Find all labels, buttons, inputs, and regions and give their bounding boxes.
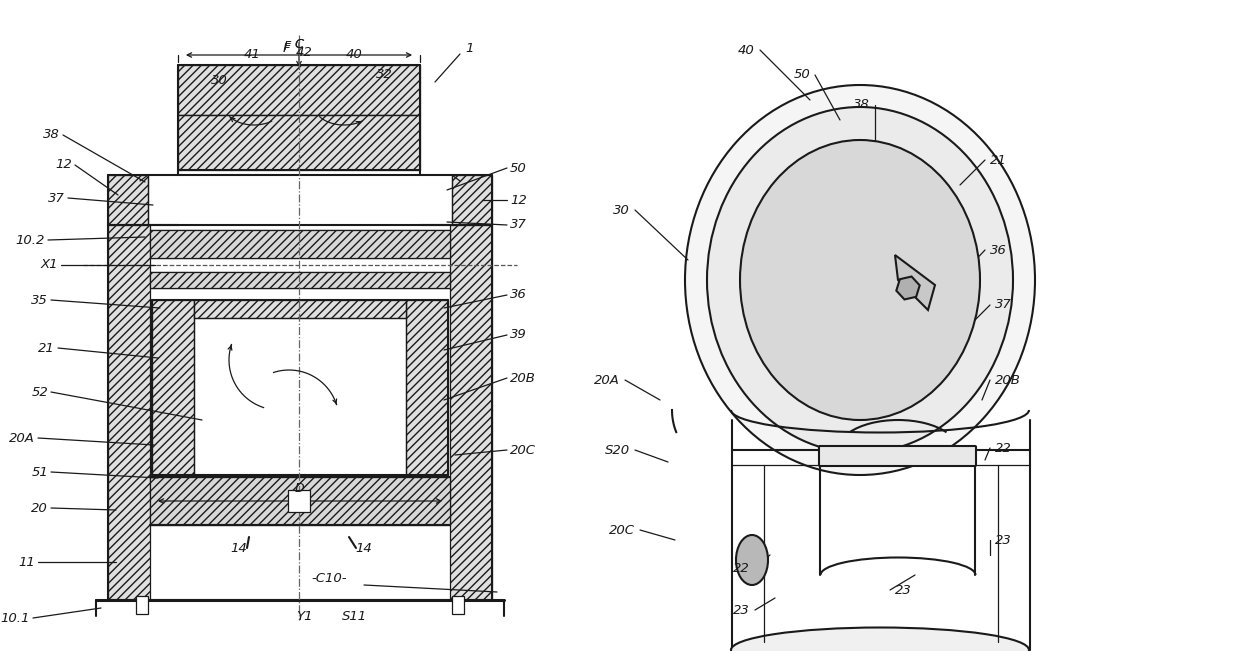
- Ellipse shape: [737, 535, 768, 585]
- Text: C: C: [295, 38, 304, 51]
- Text: 22: 22: [994, 441, 1012, 454]
- Bar: [179, 115, 420, 170]
- Bar: [153, 300, 193, 475]
- Text: 23: 23: [895, 583, 911, 596]
- Text: 22: 22: [733, 562, 750, 574]
- Ellipse shape: [732, 628, 1029, 651]
- Text: S11: S11: [341, 611, 367, 624]
- Text: 10.2: 10.2: [16, 234, 45, 247]
- Text: 39: 39: [510, 329, 527, 342]
- Text: 36: 36: [510, 288, 527, 301]
- Bar: [405, 300, 448, 475]
- Text: 37: 37: [994, 299, 1012, 311]
- Text: S20: S20: [605, 443, 630, 456]
- Text: 20B: 20B: [994, 374, 1021, 387]
- Text: 51: 51: [31, 465, 48, 478]
- Text: 35: 35: [31, 294, 48, 307]
- Bar: [453, 175, 492, 225]
- Bar: [453, 596, 464, 614]
- Bar: [136, 596, 148, 614]
- Text: 23: 23: [733, 603, 750, 616]
- Text: D: D: [294, 482, 304, 495]
- Text: 11: 11: [19, 555, 35, 568]
- Text: 1: 1: [466, 42, 474, 55]
- Text: X1: X1: [41, 258, 58, 271]
- Bar: [150, 477, 450, 525]
- Text: 21: 21: [38, 342, 55, 355]
- Text: 37: 37: [510, 219, 527, 232]
- Bar: [108, 175, 148, 225]
- Text: 42: 42: [295, 46, 312, 59]
- Text: -C10-: -C10-: [311, 572, 347, 585]
- Text: 20B: 20B: [510, 372, 536, 385]
- Text: 30: 30: [614, 204, 630, 217]
- Text: 30: 30: [211, 74, 227, 87]
- Text: 41: 41: [243, 49, 260, 61]
- Ellipse shape: [740, 140, 980, 420]
- Bar: [150, 272, 450, 288]
- Bar: [450, 225, 492, 600]
- Text: 38: 38: [853, 98, 870, 111]
- Bar: [179, 65, 420, 115]
- Bar: [150, 230, 450, 258]
- Text: 20: 20: [31, 501, 48, 514]
- Text: 20C: 20C: [609, 523, 635, 536]
- Text: 10.1: 10.1: [1, 611, 30, 624]
- Bar: [193, 300, 405, 318]
- Text: 32: 32: [376, 68, 392, 81]
- Text: Y1: Y1: [296, 611, 312, 624]
- Text: 52: 52: [31, 385, 48, 398]
- Text: F: F: [284, 40, 290, 53]
- Ellipse shape: [684, 85, 1035, 475]
- FancyBboxPatch shape: [818, 446, 976, 466]
- Text: 20C: 20C: [510, 443, 536, 456]
- Text: F: F: [283, 42, 290, 55]
- Text: C: C: [294, 38, 304, 51]
- Text: 14: 14: [231, 542, 247, 555]
- Text: 14: 14: [356, 542, 372, 555]
- Bar: [288, 490, 310, 512]
- Text: 37: 37: [48, 191, 64, 204]
- Text: 38: 38: [43, 128, 60, 141]
- Text: 50: 50: [510, 161, 527, 174]
- Text: 50: 50: [794, 68, 810, 81]
- Bar: [108, 225, 150, 600]
- Text: 21: 21: [990, 154, 1007, 167]
- Text: 36: 36: [990, 243, 1007, 256]
- Text: 23: 23: [994, 534, 1012, 546]
- Text: 12: 12: [56, 158, 72, 171]
- Text: 20A: 20A: [594, 374, 620, 387]
- Text: 12: 12: [510, 193, 527, 206]
- Polygon shape: [895, 255, 935, 310]
- Text: 40: 40: [738, 44, 755, 57]
- Text: 40: 40: [346, 49, 362, 61]
- Text: 20A: 20A: [9, 432, 35, 445]
- Ellipse shape: [707, 107, 1013, 453]
